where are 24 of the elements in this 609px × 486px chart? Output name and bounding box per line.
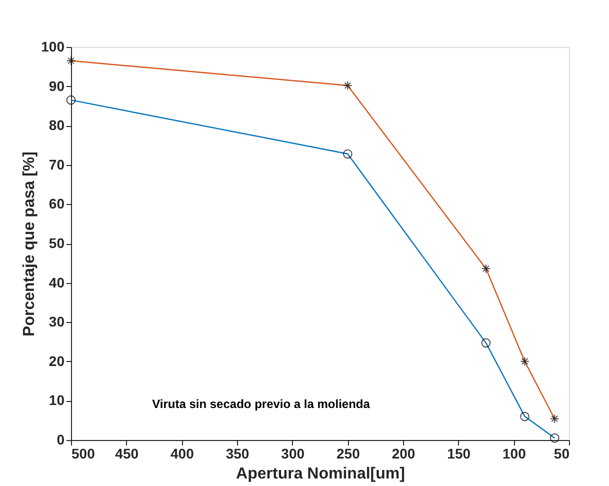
y-tick-label: 10: [48, 392, 65, 408]
y-tick-label: 60: [48, 196, 65, 212]
y-axis-title: Porcentaje que pasa [%]: [21, 152, 38, 336]
y-tick-label: 100: [41, 38, 65, 54]
x-tick-label: 100: [502, 446, 526, 462]
y-tick-label: 0: [56, 432, 65, 448]
y-tick-label: 30: [48, 314, 65, 330]
x-tick-label: 500: [72, 446, 96, 462]
x-tick-label: 400: [170, 446, 194, 462]
y-tick-label: 70: [48, 156, 65, 172]
annotation: Viruta sin secado previo a la molienda: [152, 397, 370, 411]
y-tick-label: 40: [48, 274, 65, 290]
x-axis-title: Apertura Nominal[um]: [236, 466, 405, 482]
x-tick-label: 450: [115, 446, 139, 462]
y-tick-label: 80: [48, 117, 65, 134]
y-tick-label: 20: [48, 352, 65, 369]
x-tick-label: 200: [392, 446, 416, 462]
y-tick-label: 90: [48, 78, 65, 94]
x-tick-label: 150: [447, 446, 471, 462]
y-tick-label: 50: [48, 235, 65, 251]
x-tick-label: 300: [281, 446, 305, 462]
x-tick-label: 50: [554, 446, 570, 462]
x-tick-label: 250: [336, 446, 360, 462]
x-tick-label: 350: [226, 446, 250, 462]
